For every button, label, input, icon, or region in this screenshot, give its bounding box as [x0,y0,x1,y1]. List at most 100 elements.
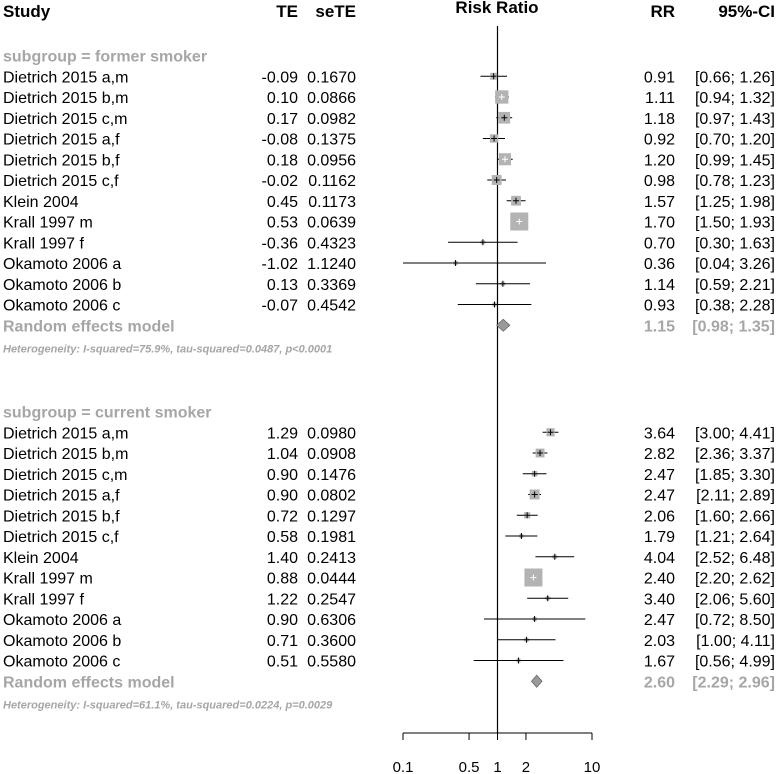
study-ci: [1.50; 1.93] [695,215,775,232]
subgroup-label: subgroup = former smoker [3,49,207,66]
model-ci: [0.98; 1.35] [692,318,775,335]
study-rr: 3.64 [644,425,675,442]
study-rr: 2.40 [644,571,675,588]
study-ci: [0.56; 4.99] [695,654,775,671]
study-ci: [1.21; 2.64] [695,529,775,546]
study-name: Dietrich 2015 b,m [3,446,128,463]
study-rr: 2.47 [644,488,675,505]
study-te: 0.45 [267,194,298,211]
forest-marks [403,26,586,733]
x-tick-label: 2 [522,759,530,774]
study-te: 1.29 [267,425,298,442]
study-ci: [0.99; 1.45] [695,152,775,169]
study-name: Okamoto 2006 b [3,277,121,294]
x-axis: 0.1 0.5 1 2 10 [393,732,601,774]
study-te: 0.72 [267,508,298,525]
study-te: -0.02 [262,173,299,190]
study-name: Okamoto 2006 c [3,654,120,671]
study-sete: 0.1297 [307,508,356,525]
x-tick-label: 1 [493,759,501,774]
study-te: -0.07 [262,298,299,315]
study-rr: 1.11 [645,90,675,107]
study-ci: [0.94; 1.32] [695,90,775,107]
header-sete: seTE [315,2,356,21]
study-ci: [0.78; 1.23] [695,173,775,190]
study-name: Dietrich 2015 c,m [3,111,128,128]
study-name: Okamoto 2006 b [3,633,121,650]
study-ci: [2.52; 6.48] [695,550,775,567]
study-name: Dietrich 2015 a,m [3,69,128,86]
study-te: 1.22 [267,591,298,608]
study-rr: 0.70 [644,235,675,252]
study-name: Klein 2004 [3,194,79,211]
study-name: Krall 1997 m [3,215,93,232]
study-rr: 1.20 [644,152,675,169]
study-te: 0.17 [267,111,298,128]
study-ci: [2.36; 3.37] [695,446,775,463]
study-sete: 0.0908 [307,446,356,463]
model-rr: 2.60 [644,674,675,691]
study-rr: 1.18 [644,111,675,128]
study-sete: 0.1173 [308,194,356,211]
study-ci: [0.70; 1.20] [695,132,775,149]
study-rr: 1.57 [644,194,675,211]
study-name: Dietrich 2015 b,m [3,90,128,107]
study-name: Dietrich 2015 a,f [3,488,120,505]
study-ci: [1.00; 4.11] [696,633,775,650]
study-te: 0.58 [267,529,298,546]
study-sete: 0.3369 [307,277,356,294]
study-sete: 1.1240 [307,256,356,273]
study-sete: 0.0639 [307,215,356,232]
study-name: Krall 1997 f [3,591,84,608]
study-sete: 0.6306 [307,612,356,629]
header-rr: RR [650,2,675,21]
study-rr: 1.79 [644,529,675,546]
study-te: 0.13 [267,277,298,294]
study-te: -0.08 [262,132,299,149]
model-ci: [2.29; 2.96] [692,674,775,691]
study-rr: 0.92 [644,132,675,149]
study-ci: [0.59; 2.21] [695,277,775,294]
summary-diamond [496,318,511,332]
x-tick-label: 10 [584,759,601,774]
heterogeneity-text: Heterogeneity: I-squared=61.1%, tau-squa… [3,699,333,711]
study-rr: 2.03 [644,633,675,650]
study-rr: 2.47 [644,467,675,484]
study-sete: 0.0444 [307,571,356,588]
study-rr: 1.14 [644,277,675,294]
study-rr: 0.98 [644,173,675,190]
study-ci: [1.60; 2.66] [695,508,775,525]
study-sete: 0.4542 [307,298,356,315]
study-te: 1.40 [267,550,298,567]
study-sete: 0.1670 [307,69,356,86]
study-rr: 2.06 [644,508,675,525]
study-rr: 0.91 [644,69,675,86]
model-label: Random effects model [3,318,175,335]
study-name: Dietrich 2015 a,f [3,132,120,149]
heterogeneity-text: Heterogeneity: I-squared=75.9%, tau-squa… [3,343,332,355]
header-95ci: 95%-CI [718,2,775,21]
study-name: Okamoto 2006 a [3,256,121,273]
study-rr: 2.82 [644,446,675,463]
model-rr: 1.15 [644,318,675,335]
study-name: Okamoto 2006 a [3,612,121,629]
study-sete: 0.2413 [307,550,356,567]
study-name: Krall 1997 m [3,571,93,588]
study-te: -0.09 [262,69,299,86]
study-te: 0.51 [267,654,298,671]
study-rr: 2.47 [644,612,675,629]
header-risk-ratio: Risk Ratio [455,0,538,17]
study-name: Dietrich 2015 c,f [3,529,119,546]
study-sete: 0.0982 [307,111,356,128]
study-te: 0.71 [267,633,298,650]
study-sete: 0.1162 [308,173,356,190]
summary-diamond [530,674,543,688]
study-name: Krall 1997 f [3,235,84,252]
subgroup-label: subgroup = current smoker [3,405,212,422]
study-ci: [0.66; 1.26] [695,69,775,86]
study-te: 0.90 [267,467,298,484]
study-ci: [0.97; 1.43] [695,111,775,128]
study-ci: [2.06; 5.60] [695,591,775,608]
study-te: 0.53 [267,215,298,232]
